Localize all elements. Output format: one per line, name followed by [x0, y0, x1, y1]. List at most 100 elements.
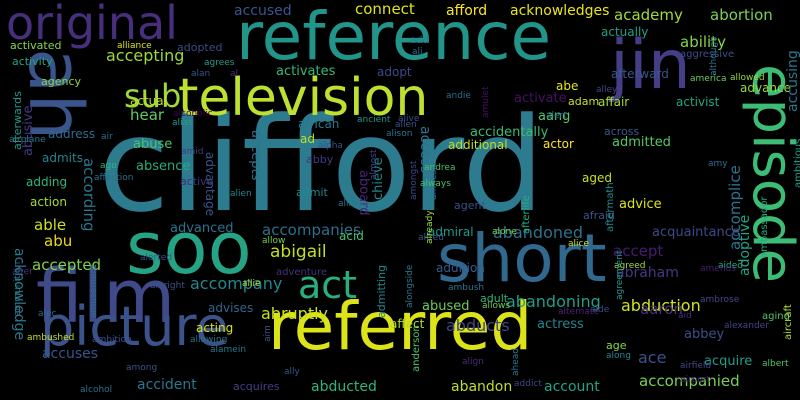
word: allison	[338, 199, 367, 209]
word: abducted	[311, 379, 377, 395]
word: although	[709, 36, 719, 76]
word: alice	[568, 239, 590, 249]
word: alter	[12, 267, 33, 277]
word: film	[36, 254, 176, 340]
word: agency	[41, 75, 82, 88]
word: activate	[514, 91, 567, 106]
word: allowing	[190, 335, 228, 345]
word: almost	[369, 149, 379, 180]
word: abortion	[710, 6, 773, 24]
word: acquires	[233, 380, 280, 393]
word: alliance	[117, 41, 152, 51]
word: acknowledges	[510, 3, 610, 19]
word: hear	[130, 106, 165, 124]
word: according	[80, 158, 98, 232]
word: address	[48, 127, 96, 141]
word: afterward	[611, 67, 669, 81]
word: activates	[276, 64, 336, 79]
word: ali	[412, 47, 423, 57]
word: albright	[150, 281, 185, 291]
word: alfred	[418, 233, 444, 243]
word: alamein	[210, 345, 247, 355]
word: alexander	[724, 321, 769, 331]
word: accident	[137, 377, 197, 393]
word: actor	[543, 137, 574, 151]
word: ago	[100, 161, 117, 171]
word: align	[462, 357, 484, 367]
word: admiral	[428, 225, 474, 239]
word: reference	[236, 0, 552, 75]
word: adult	[480, 292, 509, 305]
word: alec	[38, 309, 57, 319]
word: acting	[196, 321, 234, 335]
word: active	[180, 175, 214, 188]
word: adopt	[377, 65, 412, 79]
word: aang	[538, 109, 571, 124]
word: alone	[492, 227, 517, 237]
word: amongst	[409, 160, 419, 200]
word: actually	[601, 25, 649, 39]
word: academy	[614, 6, 683, 24]
word: allie	[242, 279, 261, 289]
word: agent	[454, 199, 486, 212]
word: agreement	[615, 250, 625, 300]
word: aggressive	[680, 49, 735, 60]
word: add	[410, 35, 429, 46]
word: adam	[568, 95, 600, 108]
word: anderson	[411, 325, 422, 372]
word: abbey	[684, 327, 725, 342]
word: connect	[355, 0, 415, 18]
word: additional	[448, 138, 508, 152]
word: advice	[619, 197, 662, 212]
word: airport	[680, 375, 711, 385]
word: adopted	[177, 41, 223, 54]
word: amid	[181, 147, 204, 157]
word: ally	[284, 367, 300, 377]
word: allen	[395, 120, 417, 130]
word: alongside	[405, 264, 415, 308]
word: amusement	[89, 264, 99, 318]
word: african	[298, 117, 340, 131]
word: advantage	[203, 152, 217, 217]
word: accepting	[106, 46, 185, 65]
word: ad	[300, 132, 315, 146]
word: admit	[296, 186, 328, 199]
word: albert	[762, 359, 789, 369]
word: advises	[208, 301, 254, 315]
word: ambushed	[27, 333, 75, 343]
word: ambassador	[759, 196, 770, 258]
word: alley	[596, 85, 618, 95]
word: age	[606, 339, 627, 352]
word: abandoning	[506, 292, 601, 311]
word: among	[126, 363, 158, 373]
word: ahead	[511, 348, 521, 376]
word: abused	[422, 299, 470, 314]
word: abuse	[133, 137, 173, 152]
word: alternate	[558, 307, 599, 317]
word: ambition	[92, 335, 132, 345]
word: andie	[446, 91, 471, 101]
word: referred	[268, 288, 533, 365]
word: acquaintance	[652, 225, 740, 240]
word: across	[604, 125, 640, 138]
word: affair	[598, 95, 630, 109]
word: abigail	[270, 242, 327, 262]
word: admitting	[375, 264, 388, 318]
word: along	[606, 351, 631, 361]
word: advance	[740, 81, 792, 95]
word: television	[178, 68, 429, 128]
word: acid	[339, 229, 364, 243]
word: amy	[708, 159, 728, 169]
word: ace	[638, 348, 667, 367]
word: actual	[130, 94, 167, 108]
word: abe	[556, 79, 579, 93]
word: alert	[546, 111, 567, 121]
word: original	[6, 0, 178, 50]
word: afterlife	[521, 195, 532, 234]
word: alcoholic	[173, 109, 213, 119]
word: affect	[390, 317, 425, 331]
word: actress	[537, 317, 584, 332]
word: act	[298, 263, 358, 307]
word: abandoned	[493, 223, 583, 242]
